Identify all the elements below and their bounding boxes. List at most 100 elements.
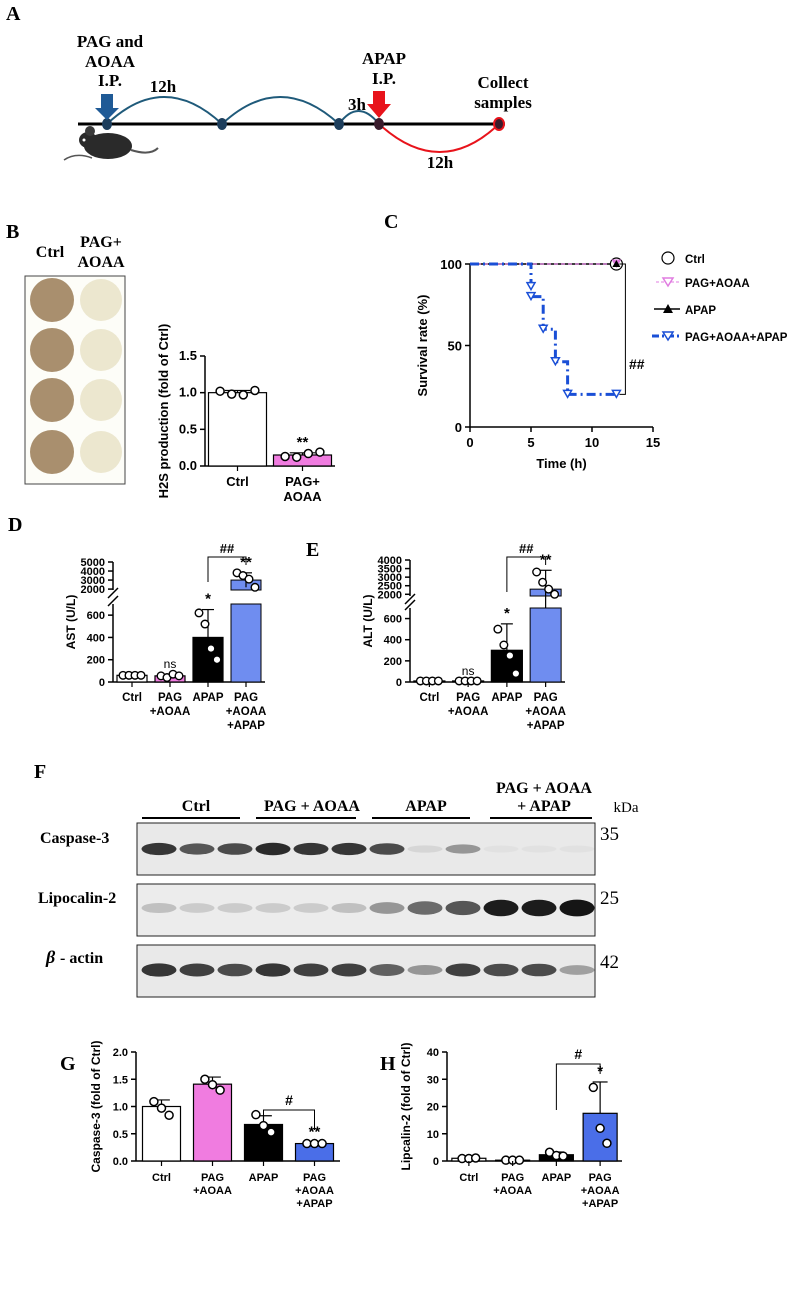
legend-symbol-ctrl (661, 251, 675, 265)
data-point (309, 1138, 320, 1149)
blot-band (521, 963, 557, 977)
data-point (266, 1127, 276, 1137)
blot-band (369, 843, 405, 855)
x-tick-label: AOAA (283, 489, 322, 504)
kda-35: 35 (600, 824, 619, 845)
apap-label-line1: APAP (362, 49, 406, 68)
blot-band (331, 963, 367, 977)
group-label-ctrl: Ctrl (182, 798, 211, 815)
x-tick-label: Ctrl (226, 474, 248, 489)
comparison-bracket (506, 556, 547, 592)
y-tick-label: 50 (448, 339, 462, 354)
legend-label: Ctrl (685, 254, 705, 266)
group-label-apap: APAP (405, 798, 447, 815)
legend-label: APAP (685, 305, 716, 317)
significance-label: * (504, 605, 510, 622)
x-tick-label: PAG (456, 692, 480, 704)
y-axis-label: Survival rate (%) (415, 295, 430, 397)
axis-break-mark (404, 599, 416, 611)
group-label-pag: PAG + AOAA (264, 798, 360, 815)
data-point (149, 1096, 159, 1107)
plate-wells (30, 278, 122, 474)
data-point (595, 1123, 605, 1134)
x-tick-label: +AOAA (295, 1185, 334, 1197)
y-tick-label: 600 (384, 614, 402, 626)
y-tick-label: 2500 (378, 581, 402, 593)
pag-label-line3: I.P. (98, 71, 122, 90)
survival-significance: ## (629, 356, 645, 372)
data-point (206, 644, 216, 654)
data-point (215, 1085, 225, 1095)
blot-lipocalin2 (136, 883, 596, 937)
data-point (194, 608, 204, 618)
blot-band (331, 902, 367, 914)
y-tick-label: 0 (99, 677, 105, 689)
x-tick-label: APAP (491, 692, 522, 704)
data-point (207, 1079, 218, 1090)
comparison-bracket (207, 556, 247, 582)
panel-letter: E (306, 539, 319, 561)
collect-line1: Collect (478, 73, 529, 92)
x-tick-label: +APAP (296, 1198, 332, 1210)
interval-3h: 3h (348, 95, 367, 114)
axis-break-mark (107, 595, 119, 607)
data-point (470, 1153, 481, 1163)
comparison-label: # (574, 1046, 582, 1062)
y-tick-label: 10 (427, 1129, 439, 1141)
data-point (200, 1074, 210, 1084)
x-tick-label: PAG (201, 1172, 224, 1184)
x-tick-label: Ctrl (459, 1172, 478, 1184)
chart-g: G 0.0 0.5 1.0 1.5 2.0 Caspase-3 (fold of Ctrl)… (60, 1040, 340, 1210)
comparison-bracket (263, 1109, 315, 1130)
y-tick-label: 400 (87, 632, 105, 644)
y-tick-label: 3000 (378, 572, 402, 584)
x-tick-label: +AOAA (193, 1185, 232, 1197)
blot-bands (141, 842, 595, 977)
data-point (550, 589, 560, 599)
panel-letter: D (8, 514, 22, 536)
well-ctrl (30, 328, 74, 372)
x-tick-label: +AOAA (525, 706, 566, 718)
blot-band (217, 903, 253, 913)
x-tick-label: +APAP (227, 720, 265, 732)
blot-band (293, 842, 329, 856)
y-tick-label: 0 (396, 677, 402, 689)
axis-break-mark (404, 593, 416, 605)
data-point (215, 386, 225, 396)
data-point (514, 1155, 525, 1165)
data-point (505, 651, 515, 661)
x-tick-label: +APAP (527, 720, 565, 732)
y-tick-label: 20 (427, 1102, 439, 1114)
blot-band (369, 902, 405, 914)
bar (192, 1083, 233, 1162)
x-tick-label: +AOAA (448, 706, 489, 718)
data-point (212, 655, 222, 665)
data-point (251, 1109, 261, 1120)
plate-col-pag-2: AOAA (77, 254, 125, 271)
y-tick-label: 1.5 (113, 1074, 128, 1086)
blot-band (255, 963, 291, 977)
x-tick-label: PAG (234, 692, 258, 704)
row-label-beta: β (45, 947, 56, 967)
y-tick-label: 4000 (378, 555, 402, 567)
x-tick-label: PAG+ (285, 474, 320, 489)
data-point (302, 1138, 312, 1149)
comparison-label: # (285, 1092, 293, 1108)
blot-band (445, 900, 481, 916)
y-tick-label: 1.5 (179, 348, 197, 363)
data-point (315, 447, 325, 457)
data-point (291, 452, 302, 462)
combo-marker (537, 324, 549, 334)
data-point (226, 389, 237, 399)
interval-12h-bottom: 12h (427, 153, 454, 172)
legend-label: PAG+AOAA (685, 278, 750, 290)
panel-b-letter: B (6, 221, 19, 243)
data-point (258, 1120, 269, 1131)
blot-band (217, 843, 253, 855)
y-axis-label: Lipcalin-2 (fold of Ctrl) (399, 1043, 413, 1171)
y-tick-label: 0 (455, 420, 462, 435)
y-axis-label: ALT (U/L) (361, 594, 375, 647)
bar (582, 1112, 618, 1162)
well-pag (80, 329, 122, 371)
